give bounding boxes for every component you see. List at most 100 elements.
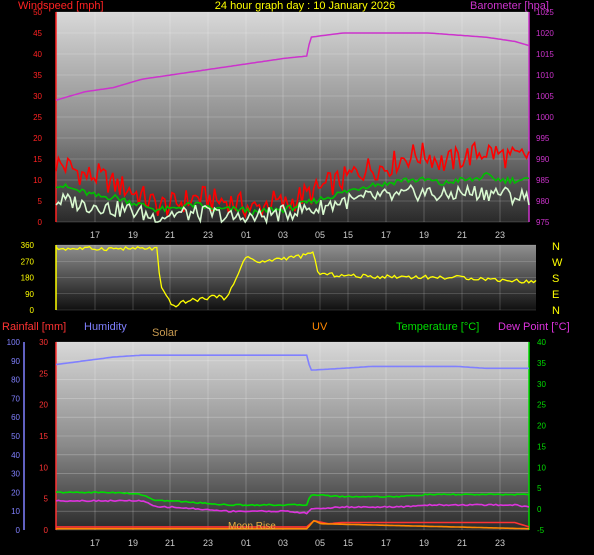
x-tick-label: 05 xyxy=(315,230,325,240)
rainfall-label: Rainfall [mm] xyxy=(2,321,66,333)
y-left-tick-label: 40 xyxy=(33,50,42,59)
x-tick-label: 15 xyxy=(343,538,353,548)
x-tick-label: 19 xyxy=(128,230,138,240)
panel-3-background xyxy=(56,342,529,530)
y-left-tick-label: 0 xyxy=(38,218,43,227)
series-humidity xyxy=(55,354,529,371)
temp-tick-label: 20 xyxy=(537,422,546,431)
x-tick-label: 17 xyxy=(90,538,100,548)
y-right-tick-label: 1015 xyxy=(536,50,554,59)
temp-tick-label: 35 xyxy=(537,359,546,368)
direction-tick-label: 0 xyxy=(30,306,35,315)
x-tick-label: 01 xyxy=(241,538,251,548)
series-dewpoint xyxy=(55,499,530,515)
temp-tick-label: 40 xyxy=(537,338,546,347)
rain-tick-label: 25 xyxy=(39,369,48,378)
y-left-tick-label: 5 xyxy=(38,197,43,206)
temp-tick-label: 30 xyxy=(537,380,546,389)
rain-tick-label: 20 xyxy=(39,401,48,410)
humidity-tick-label: 40 xyxy=(11,451,20,460)
series-uv xyxy=(56,519,529,530)
compass-tick-label: W xyxy=(552,257,563,269)
temp-tick-label: 5 xyxy=(537,484,542,493)
series-wind xyxy=(55,183,530,225)
x-tick-label: 17 xyxy=(381,538,391,548)
series-rainfall xyxy=(56,519,530,528)
y-left-tick-label: 35 xyxy=(33,71,42,80)
x-tick-label: 17 xyxy=(381,230,391,240)
series-direction xyxy=(55,245,537,308)
x-tick-label: 23 xyxy=(495,538,505,548)
y-left-tick-label: 50 xyxy=(33,8,42,17)
y-left-tick-label: 15 xyxy=(33,155,42,164)
dewpoint-label: Dew Point [°C] xyxy=(498,321,570,333)
y-right-tick-label: 985 xyxy=(536,176,550,185)
x-tick-label: 23 xyxy=(203,538,213,548)
y-left-tick-label: 10 xyxy=(33,176,42,185)
x-tick-label: 19 xyxy=(419,230,429,240)
x-tick-label: 19 xyxy=(419,538,429,548)
x-tick-label: 15 xyxy=(343,230,353,240)
y-right-label: Barometer [hpa] xyxy=(470,0,549,12)
direction-tick-label: 180 xyxy=(21,274,35,283)
rain-tick-label: 10 xyxy=(39,463,48,472)
y-right-tick-label: 1020 xyxy=(536,29,554,38)
y-right-tick-label: 1025 xyxy=(536,8,554,17)
humidity-tick-label: 50 xyxy=(11,432,20,441)
temp-tick-label: 15 xyxy=(537,442,546,451)
humidity-tick-label: 90 xyxy=(11,357,20,366)
direction-tick-label: 270 xyxy=(21,257,35,266)
direction-tick-label: 90 xyxy=(25,290,34,299)
rain-tick-label: 15 xyxy=(39,432,48,441)
x-tick-label: 01 xyxy=(241,230,251,240)
y-right-tick-label: 990 xyxy=(536,155,550,164)
compass-tick-label: N xyxy=(552,305,560,317)
x-tick-label: 19 xyxy=(128,538,138,548)
rain-tick-label: 5 xyxy=(44,495,49,504)
x-tick-label: 17 xyxy=(90,230,100,240)
temp-tick-label: 10 xyxy=(537,463,546,472)
y-right-tick-label: 980 xyxy=(536,197,550,206)
direction-tick-label: 360 xyxy=(21,241,35,250)
chart-title: 24 hour graph day : 10 January 2026 xyxy=(215,0,395,12)
y-right-tick-label: 1010 xyxy=(536,71,554,80)
moon-rise-annotation: Moon Rise xyxy=(228,521,276,532)
series-temperature xyxy=(55,491,529,507)
series-gust xyxy=(55,140,530,219)
y-left-tick-label: 20 xyxy=(33,134,42,143)
rain-tick-label: 30 xyxy=(39,338,48,347)
panel-1-background xyxy=(56,12,529,222)
temp-tick-label: -5 xyxy=(537,526,545,535)
rain-tick-label: 0 xyxy=(44,526,49,535)
series-average xyxy=(55,172,530,217)
uv-label: UV xyxy=(312,321,328,333)
y-right-tick-label: 995 xyxy=(536,134,550,143)
y-left-tick-label: 25 xyxy=(33,113,42,122)
x-tick-label: 03 xyxy=(278,230,288,240)
series-barometer xyxy=(55,32,530,101)
humidity-tick-label: 70 xyxy=(11,394,20,403)
x-tick-label: 03 xyxy=(278,538,288,548)
temp-tick-label: 25 xyxy=(537,401,546,410)
solar-label: Solar xyxy=(152,327,178,339)
humidity-tick-label: 10 xyxy=(11,507,20,516)
x-tick-label: 23 xyxy=(203,230,213,240)
humidity-label: Humidity xyxy=(84,321,127,333)
y-left-tick-label: 45 xyxy=(33,29,42,38)
x-tick-label: 21 xyxy=(457,538,467,548)
y-left-tick-label: 30 xyxy=(33,92,42,101)
compass-tick-label: E xyxy=(552,289,559,301)
compass-tick-label: N xyxy=(552,241,560,253)
humidity-tick-label: 20 xyxy=(11,488,20,497)
y-left-label: Windspeed [mph] xyxy=(18,0,104,12)
temperature-label: Temperature [°C] xyxy=(396,321,479,333)
humidity-tick-label: 60 xyxy=(11,413,20,422)
y-right-tick-label: 1005 xyxy=(536,92,554,101)
x-tick-label: 21 xyxy=(165,230,175,240)
humidity-tick-label: 100 xyxy=(7,338,21,347)
x-tick-label: 23 xyxy=(495,230,505,240)
compass-tick-label: S xyxy=(552,273,559,285)
y-right-tick-label: 1000 xyxy=(536,113,554,122)
humidity-tick-label: 0 xyxy=(16,526,21,535)
